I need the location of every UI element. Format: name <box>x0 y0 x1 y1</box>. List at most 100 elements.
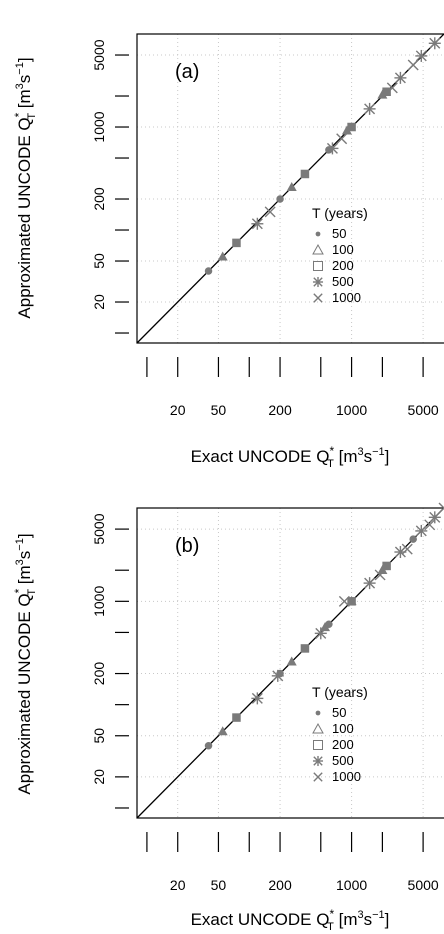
x-tick-label: 20 <box>170 402 186 418</box>
data-point <box>424 519 436 531</box>
data-point <box>438 502 444 514</box>
data-point <box>314 627 327 640</box>
legend-marker-triangle-icon <box>312 722 324 734</box>
y-tick-label: 50 <box>91 253 107 269</box>
data-point <box>347 122 356 132</box>
legend-label: 100 <box>332 721 354 736</box>
panel-b: 20 50 200 1000 5000 20 50 200 1000 5000 (b) T (year… <box>12 502 444 933</box>
data-point <box>271 669 284 682</box>
legend-marker-triangle-icon <box>312 243 324 255</box>
y-tick-label: 5000 <box>91 513 107 544</box>
y-tick-label: 20 <box>91 294 107 310</box>
panel-label: (a) <box>175 61 199 83</box>
legend-marker-square-icon <box>313 740 323 750</box>
x-tick-label: 5000 <box>408 877 439 893</box>
legend-marker-dot-icon <box>315 231 321 237</box>
data-point <box>341 125 352 135</box>
data-point <box>363 102 376 115</box>
data-point <box>204 742 213 750</box>
legend-marker-square-icon <box>313 261 323 271</box>
data-point <box>217 726 228 736</box>
y-axis-label: Approximated UNCODE Q*T [m3s−1] <box>12 533 38 794</box>
data-point <box>336 133 348 145</box>
legend-marker-asterisk-icon <box>312 755 324 767</box>
y-tick-label: 5000 <box>91 39 107 70</box>
series-T-1000 <box>338 502 444 607</box>
legend-label: 200 <box>332 737 354 752</box>
legend-label: 50 <box>332 705 346 720</box>
legend-label: 500 <box>332 274 354 289</box>
plot-frame <box>136 33 444 344</box>
data-point <box>232 238 241 248</box>
data-point <box>386 82 398 94</box>
plot-frame <box>136 507 444 819</box>
legend-label: 50 <box>332 226 346 241</box>
legend-label: 100 <box>332 242 354 257</box>
data-point <box>401 543 413 555</box>
data-point <box>394 71 407 84</box>
x-tick-label: 1000 <box>336 877 367 893</box>
legend-label: 1000 <box>332 290 361 305</box>
series-T-200 <box>232 561 391 722</box>
data-point <box>409 535 417 543</box>
data-point <box>428 37 441 50</box>
data-point <box>428 511 441 524</box>
legend-label: 1000 <box>332 769 361 784</box>
x-tick-label: 200 <box>268 877 292 893</box>
x-tick-label: 50 <box>211 877 227 893</box>
data-point <box>320 622 331 632</box>
y-tick-label: 20 <box>91 769 107 785</box>
data-point <box>217 251 228 261</box>
legend-marker-cross-icon <box>313 772 323 782</box>
panel-a: 20 50 200 1000 5000 20 50 200 1000 5000 (a) T (year… <box>12 33 444 470</box>
legend-label: 500 <box>332 753 354 768</box>
data-point <box>264 206 276 218</box>
data-point <box>276 195 284 203</box>
series-T-500 <box>251 511 441 705</box>
x-tick-label: 5000 <box>408 402 439 418</box>
y-axis-label: Approximated UNCODE Q*T [m3s−1] <box>12 57 38 318</box>
data-point <box>251 692 264 705</box>
data-point <box>300 169 310 179</box>
data-point <box>300 644 310 653</box>
data-point <box>286 656 297 666</box>
x-tick-label: 200 <box>268 402 292 418</box>
series-T-200 <box>232 87 391 248</box>
x-axis-label: Exact UNCODE Q* T [m3s−1] <box>191 444 390 470</box>
axis-ticks <box>115 528 424 852</box>
data-point <box>415 49 428 62</box>
x-tick-label: 20 <box>170 877 186 893</box>
series-T-1000 <box>264 59 419 218</box>
data-point <box>363 577 376 590</box>
y-tick-label: 1000 <box>91 111 107 142</box>
y-tick-label: 200 <box>91 187 107 211</box>
legend-marker-dot-icon <box>315 710 321 716</box>
data-point <box>326 142 339 155</box>
y-tick-label: 50 <box>91 728 107 744</box>
data-point <box>374 569 386 581</box>
x-axis-label: Exact UNCODE Q* T [m3s−1] <box>191 907 390 933</box>
data-point <box>232 713 241 722</box>
data-point <box>415 524 428 537</box>
y-tick-label: 200 <box>91 662 107 686</box>
legend-marker-cross-icon <box>313 293 323 303</box>
x-tick-label: 1000 <box>336 402 367 418</box>
legend-label: 200 <box>332 258 354 273</box>
data-point <box>382 561 391 571</box>
legend-marker-asterisk-icon <box>312 276 324 288</box>
data-point <box>204 267 213 275</box>
legend-title: T (years) <box>312 205 368 221</box>
y-tick-label: 1000 <box>91 586 107 617</box>
x-tick-label: 50 <box>211 402 227 418</box>
axis-ticks <box>115 54 424 377</box>
data-point <box>251 217 264 230</box>
data-point <box>407 59 419 71</box>
panel-label: (b) <box>175 535 199 557</box>
data-point <box>286 182 297 192</box>
legend-title: T (years) <box>312 684 368 700</box>
data-point <box>347 597 356 606</box>
data-point <box>382 87 391 96</box>
